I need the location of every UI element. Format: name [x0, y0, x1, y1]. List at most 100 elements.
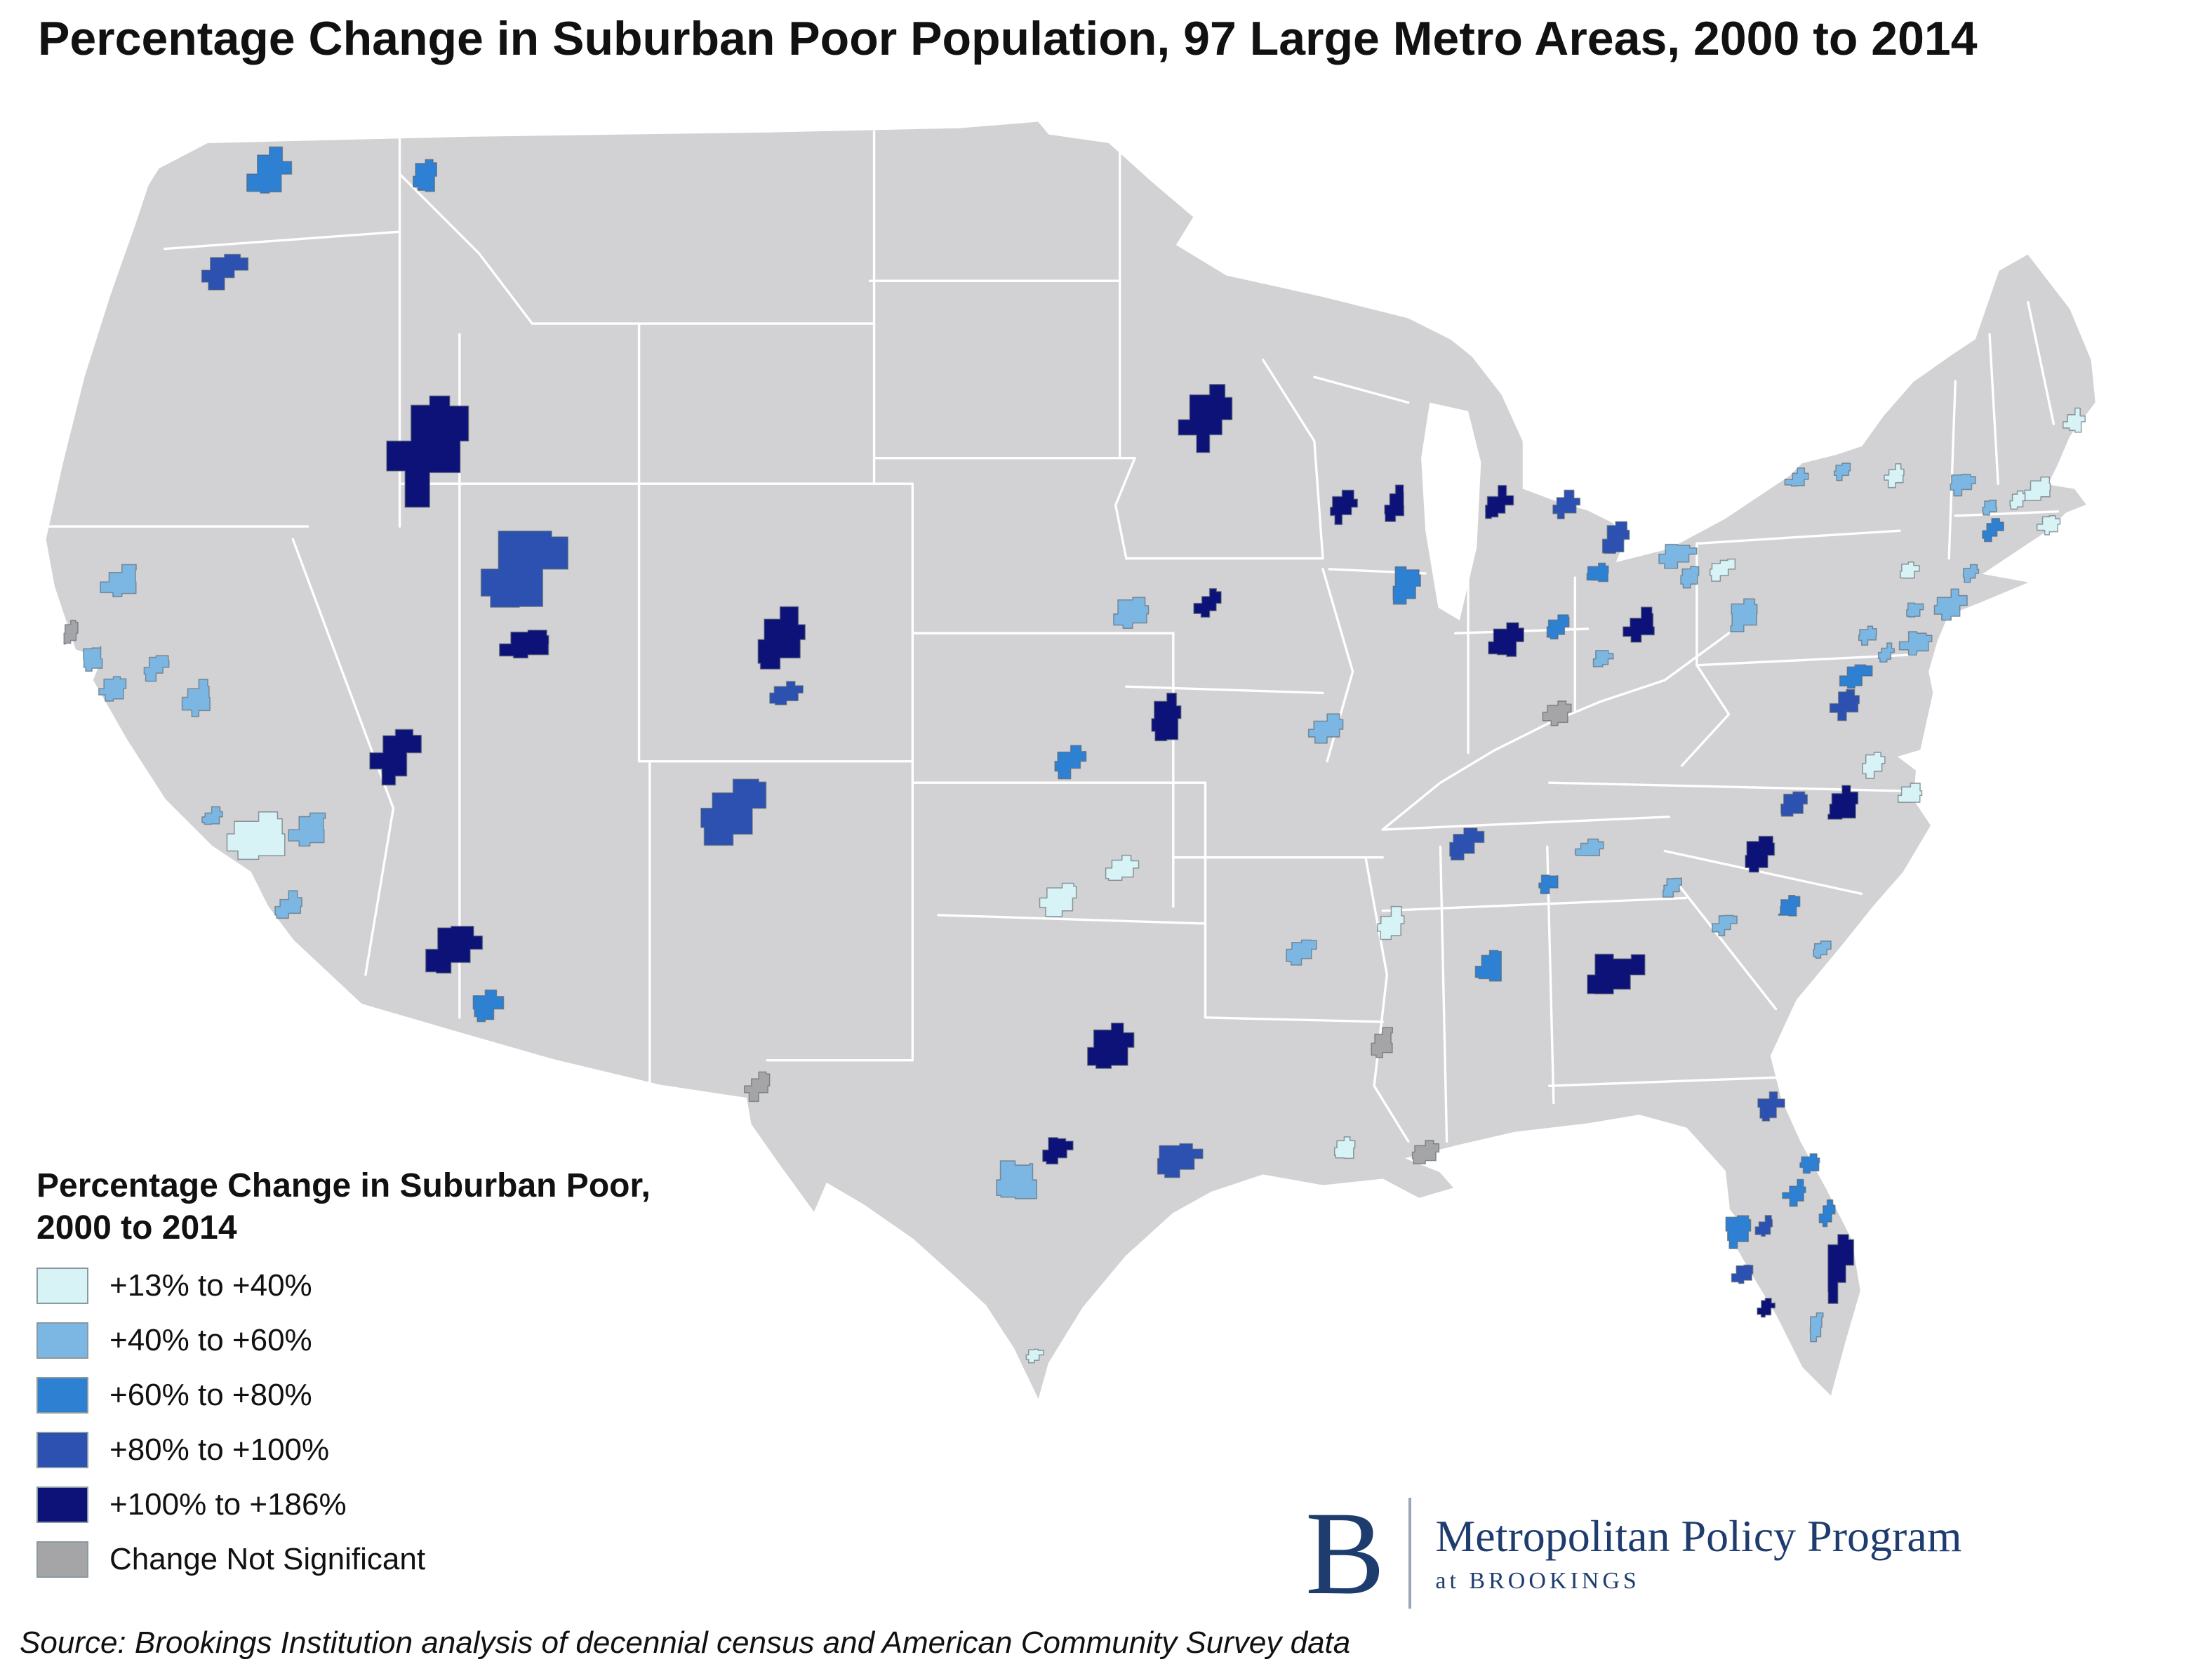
state-border	[1262, 359, 1324, 560]
state-border	[937, 914, 1207, 925]
metro-area	[143, 655, 170, 682]
legend-title-line1: Percentage Change in Suburban Poor,	[36, 1167, 651, 1204]
state-border	[1125, 685, 1324, 695]
metro-area	[1546, 614, 1570, 640]
metro-area	[1484, 484, 1514, 519]
metro-area	[1623, 606, 1655, 643]
metro-area	[472, 989, 505, 1023]
legend-row: +40% to +60%	[36, 1322, 844, 1359]
metro-area	[1025, 1348, 1044, 1364]
metro-area	[274, 890, 302, 919]
state-border	[2027, 300, 2056, 425]
us-map	[44, 121, 2098, 1405]
metro-area	[1709, 558, 1736, 582]
metro-area	[1178, 383, 1233, 453]
us-map-container	[41, 121, 2178, 1479]
legend-row: Change Not Significant	[36, 1541, 844, 1578]
metro-area	[1333, 1136, 1356, 1159]
metro-area	[1574, 838, 1604, 856]
metro-area	[1898, 631, 1933, 656]
legend-title-line2: 2000 to 2014	[36, 1209, 237, 1246]
legend-label: +80% to +100%	[109, 1432, 330, 1467]
metro-area	[1839, 664, 1873, 689]
metro-area	[1829, 689, 1860, 721]
metro-area	[1042, 1137, 1074, 1165]
metro-area	[1658, 543, 1698, 569]
legend-row: +60% to +80%	[36, 1377, 844, 1414]
metro-area	[1151, 692, 1182, 742]
legend-swatch	[36, 1487, 88, 1523]
metro-area	[1105, 854, 1140, 881]
metro-area	[1054, 745, 1087, 780]
metro-area	[1858, 625, 1877, 646]
metro-area	[2009, 490, 2026, 510]
metro-area	[100, 564, 137, 597]
legend-swatch	[36, 1322, 88, 1359]
metro-area	[1784, 467, 1809, 487]
metro-area	[181, 679, 211, 717]
logo-text-block: Metropolitan Policy Program at BROOKINGS	[1435, 1512, 1961, 1595]
legend-swatch	[36, 1377, 88, 1414]
metro-area	[1731, 1264, 1754, 1284]
metro-area	[499, 630, 549, 659]
legend-rows: +13% to +40% +40% to +60% +60% to +80% +…	[36, 1268, 844, 1578]
state-border	[1204, 1016, 1384, 1023]
metro-area	[226, 811, 286, 860]
source-note: Source: Brookings Institution analysis o…	[20, 1625, 1351, 1660]
state-border	[1947, 380, 1957, 560]
metro-area	[1663, 877, 1683, 898]
state-border	[1954, 510, 2060, 517]
metro-area	[996, 1160, 1038, 1199]
metro-area	[1586, 562, 1609, 583]
legend-title: Percentage Change in Suburban Poor, 2000…	[36, 1165, 844, 1249]
metro-area	[1712, 915, 1738, 937]
metro-area	[1897, 783, 1923, 803]
metro-area	[1449, 827, 1485, 861]
metro-area	[1833, 463, 1851, 481]
metro-area	[1542, 700, 1572, 726]
metro-area	[700, 778, 767, 846]
legend-label: +13% to +40%	[109, 1268, 312, 1303]
brookings-logo: B Metropolitan Policy Program at BROOKIN…	[1305, 1494, 1962, 1613]
metro-area	[1157, 1143, 1204, 1178]
state-border	[1364, 856, 1410, 1143]
metro-area	[1950, 474, 1976, 497]
metro-area	[201, 806, 223, 825]
metro-area	[1411, 1140, 1440, 1164]
metro-area	[1680, 566, 1700, 589]
state-border	[398, 173, 534, 325]
state-border	[1381, 896, 1688, 912]
metro-area	[98, 676, 127, 702]
metro-area	[769, 681, 804, 705]
metro-area	[1039, 882, 1077, 917]
metro-area	[1782, 1178, 1806, 1207]
logo-divider	[1408, 1498, 1412, 1609]
metro-area	[1592, 650, 1614, 667]
state-border	[163, 230, 401, 251]
metro-area	[1877, 642, 1895, 663]
metro-area	[1780, 791, 1808, 817]
metro-area	[1377, 905, 1405, 940]
state-border	[1381, 816, 1670, 831]
metro-area	[1962, 564, 1980, 583]
legend-swatch	[36, 1268, 88, 1304]
metro-area	[288, 812, 326, 847]
state-border	[1439, 845, 1448, 1143]
metro-area	[1730, 598, 1758, 632]
legend-label: +40% to +60%	[109, 1323, 312, 1357]
legend: Percentage Change in Suburban Poor, 2000…	[36, 1165, 844, 1596]
metro-area	[757, 606, 806, 670]
metro-area	[1809, 1312, 1824, 1343]
state-border	[1114, 457, 1136, 560]
metro-area	[1329, 489, 1359, 526]
metro-area	[1307, 713, 1344, 744]
metro-area	[1286, 939, 1317, 966]
metro-area	[1552, 489, 1581, 519]
metro-area	[2024, 477, 2051, 502]
state-border	[1313, 375, 1410, 404]
metro-area	[1086, 1022, 1135, 1070]
state-border	[1663, 849, 1863, 896]
metro-area	[83, 646, 103, 672]
lake	[1421, 402, 1481, 620]
